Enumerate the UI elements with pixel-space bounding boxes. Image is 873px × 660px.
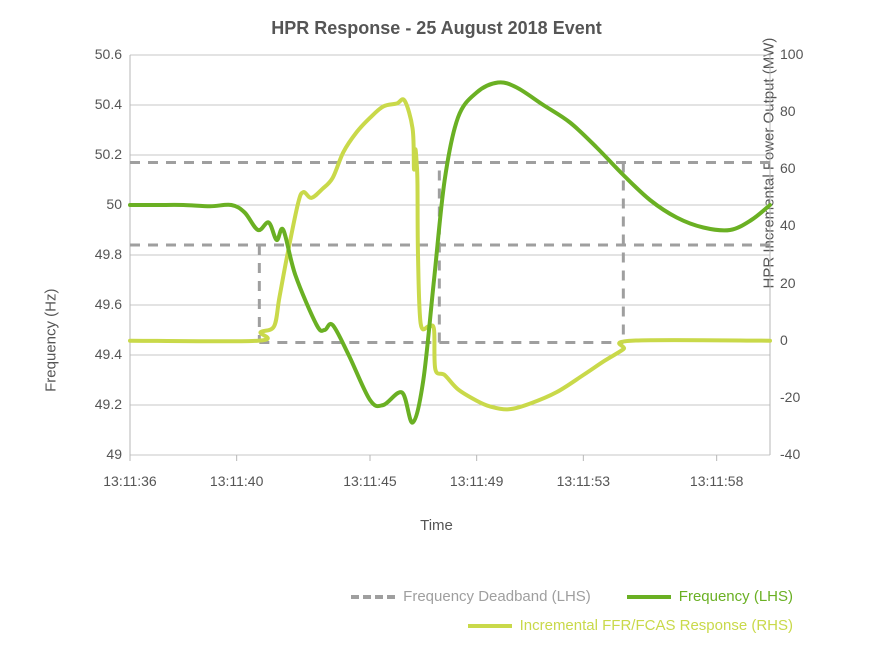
y2-tick-label: 20 [780,275,796,291]
legend: Frequency Deadband (LHS) Frequency (LHS)I… [327,583,793,640]
y1-tick-label: 50 [106,196,122,212]
x-tick-label: 13:11:36 [100,473,160,489]
y1-tick-label: 49.8 [95,246,122,262]
legend-label: Frequency (LHS) [679,583,793,612]
y2-tick-label: 80 [780,103,796,119]
y2-tick-label: -40 [780,446,800,462]
legend-swatch [468,624,512,628]
x-tick-label: 13:11:53 [553,473,613,489]
y2-tick-label: -20 [780,389,800,405]
y2-tick-label: 0 [780,332,788,348]
y1-tick-label: 49.6 [95,296,122,312]
legend-label: Incremental FFR/FCAS Response (RHS) [520,612,793,641]
x-tick-label: 13:11:40 [207,473,267,489]
x-tick-label: 13:11:49 [447,473,507,489]
legend-item: Frequency Deadband (LHS) [351,583,591,612]
legend-swatch [627,595,671,599]
legend-swatch [351,595,395,599]
x-tick-label: 13:11:45 [340,473,400,489]
y1-tick-label: 50.2 [95,146,122,162]
y1-tick-label: 50.4 [95,96,122,112]
y1-tick-label: 49 [106,446,122,462]
y2-tick-label: 100 [780,46,803,62]
y2-tick-label: 40 [780,217,796,233]
y2-tick-label: 60 [780,160,796,176]
x-axis-label: Time [0,517,873,534]
x-tick-label: 13:11:58 [687,473,747,489]
legend-item: Incremental FFR/FCAS Response (RHS) [468,612,793,641]
y1-tick-label: 49.2 [95,396,122,412]
legend-item: Frequency (LHS) [627,583,793,612]
legend-row: Incremental FFR/FCAS Response (RHS) [327,612,793,641]
y1-tick-label: 49.4 [95,346,122,362]
chart-container: HPR Response - 25 August 2018 Event Freq… [0,0,873,660]
y1-tick-label: 50.6 [95,46,122,62]
chart-svg [0,0,873,660]
legend-label: Frequency Deadband (LHS) [403,583,591,612]
legend-row: Frequency Deadband (LHS) Frequency (LHS) [327,583,793,612]
